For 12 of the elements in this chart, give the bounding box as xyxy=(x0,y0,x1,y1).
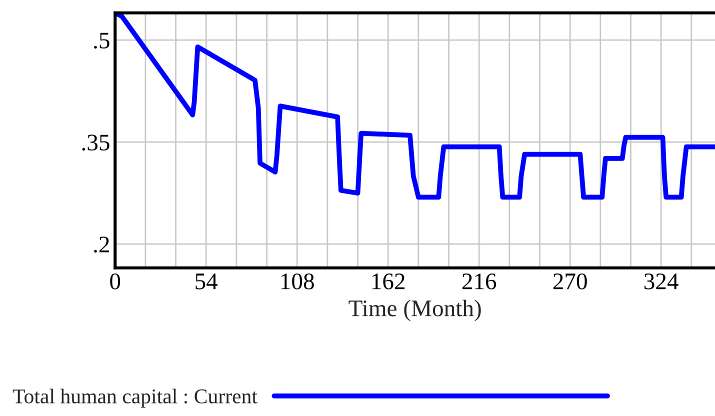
text: Total human capital : Current xyxy=(12,388,258,408)
x-tick-label: 270 xyxy=(553,273,587,290)
y-tick-label: .35 xyxy=(82,134,110,151)
y-tick-label: .5 xyxy=(94,32,110,49)
x-tick-label: 0 xyxy=(110,273,120,290)
y-tick-label: .2 xyxy=(94,236,109,253)
x-tick-label: 324 xyxy=(644,274,678,290)
x-tick-label: 108 xyxy=(281,273,314,290)
x-tick-label: 162 xyxy=(372,274,404,290)
x-axis-title: Time (Month) xyxy=(348,300,481,322)
x-tick-label: 216 xyxy=(462,274,496,290)
x-tick-label: 54 xyxy=(196,274,218,290)
